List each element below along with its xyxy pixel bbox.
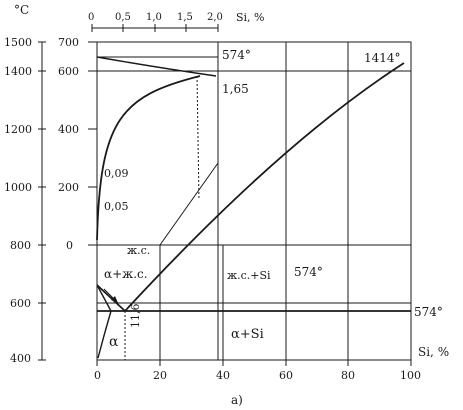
label-alpha-plus-liquid: α+ж.с. bbox=[104, 267, 148, 281]
top-axis-ticks bbox=[91, 24, 219, 32]
label-0-09: 0,09 bbox=[104, 167, 129, 180]
top-tick-1-0: 1,0 bbox=[146, 12, 162, 23]
label-574-top: 574° bbox=[222, 48, 251, 62]
solidus-line bbox=[96, 284, 112, 312]
label-liquid-plus-si: ж.с.+Si bbox=[227, 269, 271, 282]
bottom-tick-60: 60 bbox=[279, 369, 293, 382]
pointer-arrowhead bbox=[111, 296, 118, 303]
label-574-right: 574° bbox=[414, 305, 443, 319]
plot-grid bbox=[96, 41, 412, 361]
outer-tick-600: 600 bbox=[10, 297, 31, 310]
outer-tick-1000: 1000 bbox=[4, 181, 32, 194]
liquidus-al-line bbox=[96, 284, 126, 312]
top-axis-label: Si, % bbox=[236, 11, 265, 24]
solvus-curve bbox=[96, 75, 201, 241]
bottom-tick-100: 100 bbox=[400, 369, 421, 382]
label-1414: 1414° bbox=[364, 51, 401, 65]
label-574-mid: 574° bbox=[294, 265, 323, 279]
bottom-axis-ticks bbox=[96, 360, 412, 366]
outer-tick-1400: 1400 bbox=[4, 65, 32, 78]
inner-tick-600: 600 bbox=[58, 65, 79, 78]
inner-tick-400: 400 bbox=[58, 123, 79, 136]
inset-connector bbox=[159, 162, 219, 246]
inner-tick-200: 200 bbox=[58, 181, 79, 194]
outer-tick-1500: 1500 bbox=[4, 36, 32, 49]
bottom-tick-20: 20 bbox=[153, 369, 167, 382]
outer-temp-ticks bbox=[38, 41, 46, 361]
label-0-05: 0,05 bbox=[104, 200, 129, 213]
outer-tick-800: 800 bbox=[10, 239, 31, 252]
solvus-upper-curve bbox=[96, 56, 217, 77]
label-11-6: 11,6 bbox=[129, 304, 142, 329]
label-alpha-plus-si: α+Si bbox=[231, 327, 264, 342]
inner-tick-700: 700 bbox=[58, 36, 79, 49]
figure-caption: а) bbox=[231, 393, 243, 407]
label-alpha: α bbox=[109, 334, 119, 350]
bottom-tick-40: 40 bbox=[216, 369, 230, 382]
bottom-axis-label: Si, % bbox=[418, 345, 449, 359]
alpha-solvus-curve bbox=[97, 310, 112, 359]
outer-tick-400: 400 bbox=[10, 352, 31, 365]
outer-tick-1200: 1200 bbox=[4, 123, 32, 136]
top-tick-0: 0 bbox=[88, 12, 94, 23]
liquidus-si-curve bbox=[124, 62, 405, 312]
bottom-tick-0: 0 bbox=[94, 369, 101, 382]
top-tick-1-5: 1,5 bbox=[177, 12, 193, 23]
top-tick-2-0: 2,0 bbox=[207, 12, 223, 23]
inner-tick-0: 0 bbox=[66, 239, 73, 252]
temp-unit-label: °C bbox=[14, 3, 29, 17]
label-1-65: 1,65 bbox=[222, 82, 249, 96]
inner-temp-ticks bbox=[88, 41, 97, 246]
bottom-tick-80: 80 bbox=[341, 369, 355, 382]
solvus-dotted-drop bbox=[196, 75, 200, 201]
top-tick-0-5: 0,5 bbox=[115, 12, 131, 23]
label-liquid: ж.с. bbox=[127, 244, 150, 257]
